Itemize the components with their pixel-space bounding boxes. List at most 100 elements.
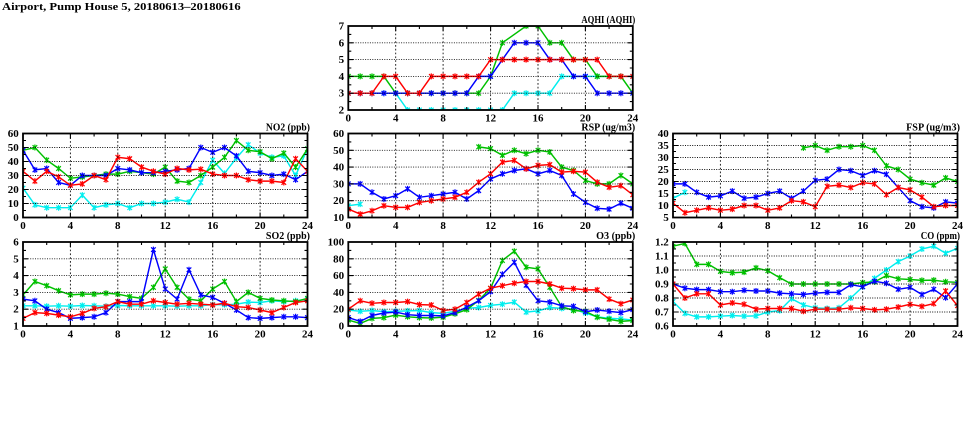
- svg-text:8: 8: [115, 220, 121, 232]
- svg-text:30: 30: [658, 152, 670, 164]
- svg-text:20: 20: [255, 329, 267, 341]
- svg-text:20: 20: [658, 176, 670, 188]
- svg-text:4: 4: [393, 220, 399, 232]
- svg-text:8: 8: [440, 113, 446, 125]
- svg-text:20: 20: [905, 329, 917, 341]
- svg-text:5: 5: [663, 212, 669, 224]
- svg-text:0.8: 0.8: [655, 293, 669, 305]
- svg-text:12: 12: [485, 113, 497, 125]
- svg-text:RSP (ug/m3): RSP (ug/m3): [581, 122, 635, 134]
- svg-text:24: 24: [627, 220, 639, 232]
- svg-text:SO2 (ppb): SO2 (ppb): [266, 231, 311, 243]
- svg-text:4: 4: [718, 329, 724, 341]
- svg-text:20: 20: [580, 113, 592, 125]
- svg-text:7: 7: [339, 21, 345, 33]
- svg-text:20: 20: [333, 304, 345, 316]
- svg-text:0.9: 0.9: [655, 279, 669, 291]
- svg-text:0: 0: [13, 212, 19, 224]
- svg-text:20: 20: [580, 329, 592, 341]
- svg-text:10: 10: [8, 198, 20, 210]
- svg-text:10: 10: [658, 200, 670, 212]
- svg-text:12: 12: [485, 220, 497, 232]
- svg-text:O3 (ppb): O3 (ppb): [596, 231, 636, 242]
- svg-text:0: 0: [670, 220, 676, 232]
- svg-text:24: 24: [952, 220, 964, 232]
- svg-text:16: 16: [857, 329, 869, 341]
- svg-text:5: 5: [339, 54, 345, 66]
- svg-text:0: 0: [346, 113, 352, 125]
- svg-text:20: 20: [333, 195, 345, 207]
- svg-text:12: 12: [160, 329, 172, 341]
- svg-text:50: 50: [8, 142, 20, 154]
- svg-text:60: 60: [333, 270, 345, 282]
- svg-text:6: 6: [13, 237, 19, 249]
- svg-text:25: 25: [658, 164, 670, 176]
- svg-text:12: 12: [810, 220, 822, 232]
- svg-text:0.6: 0.6: [655, 321, 669, 333]
- svg-text:35: 35: [658, 140, 670, 152]
- svg-text:0.7: 0.7: [655, 307, 669, 319]
- svg-text:3: 3: [13, 287, 19, 299]
- svg-text:3: 3: [339, 88, 345, 100]
- svg-text:16: 16: [533, 220, 545, 232]
- svg-text:24: 24: [302, 329, 314, 341]
- svg-text:0: 0: [670, 329, 676, 341]
- svg-text:8: 8: [440, 329, 446, 341]
- svg-text:4: 4: [68, 220, 74, 232]
- svg-text:20: 20: [905, 220, 917, 232]
- svg-text:FSP (ug/m3): FSP (ug/m3): [906, 122, 960, 133]
- svg-text:15: 15: [658, 188, 670, 200]
- svg-text:80: 80: [333, 253, 345, 265]
- svg-text:1.0: 1.0: [655, 265, 669, 277]
- svg-text:24: 24: [952, 329, 964, 341]
- svg-text:4: 4: [68, 329, 74, 341]
- svg-text:1.1: 1.1: [655, 251, 669, 263]
- svg-text:4: 4: [339, 71, 345, 83]
- svg-text:60: 60: [8, 128, 20, 140]
- svg-text:40: 40: [8, 156, 20, 168]
- svg-text:5: 5: [13, 253, 19, 265]
- svg-text:20: 20: [255, 220, 267, 232]
- svg-text:6: 6: [339, 37, 345, 49]
- svg-text:24: 24: [627, 329, 639, 341]
- svg-text:2: 2: [339, 105, 345, 117]
- svg-text:AQHI (AQHI): AQHI (AQHI): [581, 14, 635, 26]
- svg-text:16: 16: [533, 113, 545, 125]
- svg-text:8: 8: [115, 329, 121, 341]
- svg-text:8: 8: [440, 220, 446, 232]
- svg-text:16: 16: [207, 329, 219, 341]
- svg-text:16: 16: [533, 329, 545, 341]
- svg-text:4: 4: [13, 270, 19, 282]
- svg-text:0: 0: [346, 329, 352, 341]
- svg-text:40: 40: [333, 162, 345, 174]
- svg-text:60: 60: [333, 128, 345, 140]
- svg-text:2: 2: [13, 304, 19, 316]
- svg-text:CO (ppm): CO (ppm): [921, 230, 960, 242]
- svg-text:20: 20: [580, 220, 592, 232]
- svg-text:4: 4: [718, 220, 724, 232]
- svg-text:1: 1: [13, 321, 19, 333]
- svg-text:8: 8: [765, 220, 771, 232]
- svg-text:16: 16: [207, 220, 219, 232]
- svg-text:12: 12: [485, 329, 497, 341]
- svg-text:0: 0: [20, 220, 26, 232]
- svg-text:10: 10: [333, 212, 345, 224]
- svg-text:24: 24: [627, 113, 639, 125]
- svg-text:0: 0: [20, 329, 26, 341]
- svg-text:Airport, Pump House 5, 2018061: Airport, Pump House 5, 20180613–20180616: [2, 0, 241, 13]
- svg-text:4: 4: [393, 113, 399, 125]
- svg-text:0: 0: [339, 321, 345, 333]
- svg-text:16: 16: [857, 220, 869, 232]
- svg-text:100: 100: [328, 237, 345, 249]
- svg-text:12: 12: [810, 329, 822, 341]
- svg-text:NO2 (ppb): NO2 (ppb): [266, 122, 310, 134]
- svg-text:24: 24: [302, 220, 314, 232]
- svg-text:8: 8: [765, 329, 771, 341]
- svg-text:20: 20: [8, 184, 20, 196]
- svg-text:0: 0: [346, 220, 352, 232]
- svg-text:40: 40: [658, 128, 670, 140]
- svg-text:12: 12: [160, 220, 172, 232]
- svg-text:1.2: 1.2: [655, 237, 669, 249]
- svg-text:30: 30: [333, 178, 345, 190]
- svg-text:4: 4: [393, 329, 399, 341]
